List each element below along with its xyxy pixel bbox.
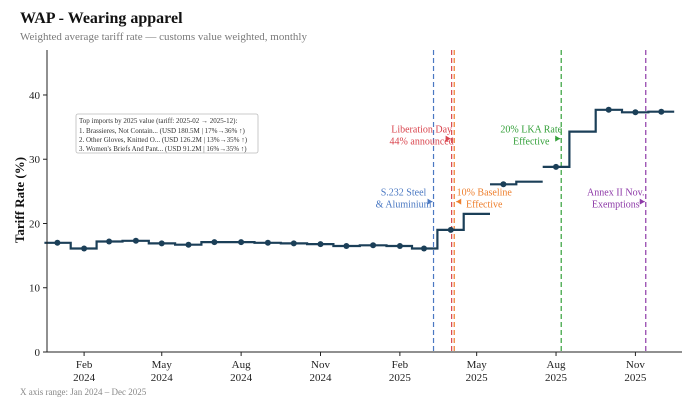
x-tick-label: May 2024 xyxy=(151,359,174,384)
x-tick-label: Nov 2024 xyxy=(309,359,332,384)
event-label-2: Liberation Day 44% announced xyxy=(390,125,454,148)
legend-frame xyxy=(75,113,259,154)
x-tick-label: May 2025 xyxy=(466,359,489,384)
x-tick-label-line: May xyxy=(467,359,488,371)
label-line: Annex II Nov. xyxy=(587,188,644,199)
data-point xyxy=(132,237,139,244)
event-arrowhead-5 xyxy=(639,198,645,205)
x-tick-label: Aug 2024 xyxy=(230,359,253,384)
data-point xyxy=(343,243,350,249)
event-arrowhead-4 xyxy=(555,135,561,142)
x-tick-label: Nov 2025 xyxy=(624,359,647,384)
event-label-1: S.232 Steel & Aluminium xyxy=(376,188,432,211)
data-point xyxy=(317,241,324,248)
legend-item-1: 1. Brassieres, Not Contain... (USD 180.5… xyxy=(79,127,246,135)
data-point xyxy=(658,108,665,115)
data-point xyxy=(605,106,612,113)
x-tick-label-line: Aug xyxy=(547,359,566,371)
label-line: 20% LKA Rate xyxy=(500,125,562,136)
x-tick-label-line: 2025 xyxy=(389,372,412,384)
x-tick-label-line: Nov xyxy=(626,359,645,371)
data-point xyxy=(81,245,88,252)
x-tick-label-line: 2025 xyxy=(624,372,647,384)
event-arrowhead-1 xyxy=(427,198,433,205)
event-arrowhead-2 xyxy=(445,135,451,142)
data-point xyxy=(553,163,559,170)
chart-title: WAP - Wearing apparel xyxy=(20,10,183,27)
event-arrowhead-3 xyxy=(456,198,462,205)
x-tick-label-line: 2024 xyxy=(151,372,174,384)
x-tick-label: Feb 2025 xyxy=(389,359,412,384)
data-point xyxy=(211,239,218,246)
x-tick-label-line: Feb xyxy=(76,359,93,371)
x-tick-label-line: Aug xyxy=(232,359,251,371)
event-label-3: 10% Baseline Effective xyxy=(457,188,513,211)
data-point xyxy=(238,239,245,246)
data-point xyxy=(290,240,297,247)
chart-subtitle: Weighted average tariff rate — customs v… xyxy=(20,31,307,43)
data-point xyxy=(396,243,403,249)
y-tick-label: 30 xyxy=(29,154,41,166)
x-tick-label-line: 2024 xyxy=(73,372,96,384)
data-point xyxy=(264,239,271,246)
y-tick-label: 40 xyxy=(29,90,41,102)
x-tick-label-line: 2025 xyxy=(545,372,568,384)
data-point xyxy=(500,181,507,188)
y-tick-label: 10 xyxy=(29,283,41,295)
legend-item-3: 3. Women's Briefs And Pant... (USD 91.2M… xyxy=(79,145,247,153)
label-line: 44% announced xyxy=(390,137,454,148)
x-tick-label-line: Nov xyxy=(311,359,330,371)
label-line: Effective xyxy=(513,137,550,148)
x-tick-label-line: 2024 xyxy=(309,372,332,384)
label-line: 10% Baseline xyxy=(457,188,513,199)
data-point xyxy=(106,238,113,245)
label-line: S.232 Steel xyxy=(381,188,427,199)
event-lines xyxy=(432,50,647,352)
y-tick-label: 20 xyxy=(29,218,41,230)
event-label-5: Annex II Nov. Exemptions xyxy=(587,188,644,211)
data-series xyxy=(44,106,675,252)
data-point xyxy=(185,241,192,248)
label-line: & Aluminium xyxy=(376,200,432,211)
x-tick-label-line: 2024 xyxy=(230,372,253,384)
data-point xyxy=(632,109,639,116)
data-point xyxy=(158,240,165,247)
x-tick-label-line: 2025 xyxy=(466,372,489,384)
y-tick-label: 0 xyxy=(35,347,41,359)
legend-box: Top imports by 2025 value (tariff: 2025-… xyxy=(75,113,259,154)
x-tick-label: Feb 2024 xyxy=(73,359,96,384)
event-annotations: S.232 Steel & Aluminium Liberation Day 44% … xyxy=(376,125,645,211)
x-tick-label: Aug 2025 xyxy=(545,359,568,384)
legend-item-2: 2. Other Gloves, Knitted O... (USD 126.2… xyxy=(79,136,248,144)
x-tick-label-line: Feb xyxy=(392,359,409,371)
x-range-note: X axis range: Jan 2024 – Dec 2025 xyxy=(20,387,147,397)
x-tick-label-line: May xyxy=(152,359,173,371)
data-point xyxy=(421,245,427,252)
y-axis-title: Tariff Rate (%) xyxy=(12,157,27,243)
label-line: Liberation Day xyxy=(391,125,452,136)
data-point xyxy=(54,239,61,246)
legend-title: Top imports by 2025 value (tariff: 2025-… xyxy=(79,117,237,125)
label-line: Exemptions xyxy=(592,200,640,211)
data-point xyxy=(370,242,377,249)
data-point xyxy=(447,226,454,233)
label-line: Effective xyxy=(466,200,503,211)
event-label-4: 20% LKA Rate Effective xyxy=(500,125,562,148)
